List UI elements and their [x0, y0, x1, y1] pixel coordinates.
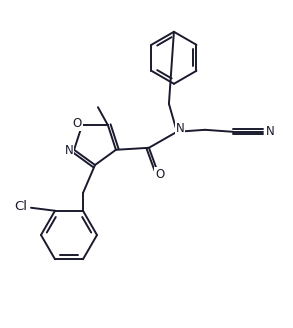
Text: Cl: Cl [14, 200, 28, 213]
Text: N: N [265, 125, 274, 138]
Text: O: O [72, 117, 82, 130]
Text: N: N [176, 122, 184, 135]
Text: N: N [65, 144, 74, 157]
Text: O: O [155, 168, 165, 181]
